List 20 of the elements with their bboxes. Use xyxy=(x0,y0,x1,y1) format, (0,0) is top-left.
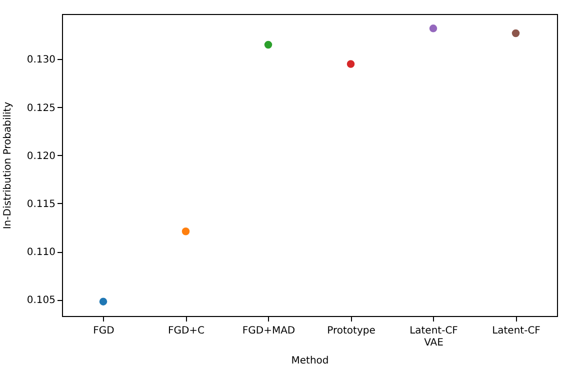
x-tick-label: FGD xyxy=(93,326,115,336)
y-tick-label: 0.120 xyxy=(26,150,56,162)
y-tick-label: 0.110 xyxy=(26,247,56,258)
point xyxy=(346,60,355,68)
y-axis-title: In-Distribution Probability xyxy=(2,102,14,230)
x-tick-label: Latent-CF VAE xyxy=(410,326,458,348)
x-tick-label: Latent-CF xyxy=(492,326,541,336)
x-axis-title: Method xyxy=(291,356,329,366)
y-tick-label: 0.125 xyxy=(26,102,56,114)
point xyxy=(99,298,108,306)
x-tick-label: FGD+MAD xyxy=(242,326,296,336)
point xyxy=(182,228,190,236)
point xyxy=(264,40,272,49)
x-tick-label: FGD+C xyxy=(168,326,205,336)
point xyxy=(512,29,520,38)
y-tick-label: 0.130 xyxy=(26,54,56,66)
y-tick-label: 0.115 xyxy=(26,198,56,210)
point xyxy=(429,24,438,32)
x-tick-label: Prototype xyxy=(327,326,376,336)
y-tick-label: 0.105 xyxy=(26,295,56,306)
